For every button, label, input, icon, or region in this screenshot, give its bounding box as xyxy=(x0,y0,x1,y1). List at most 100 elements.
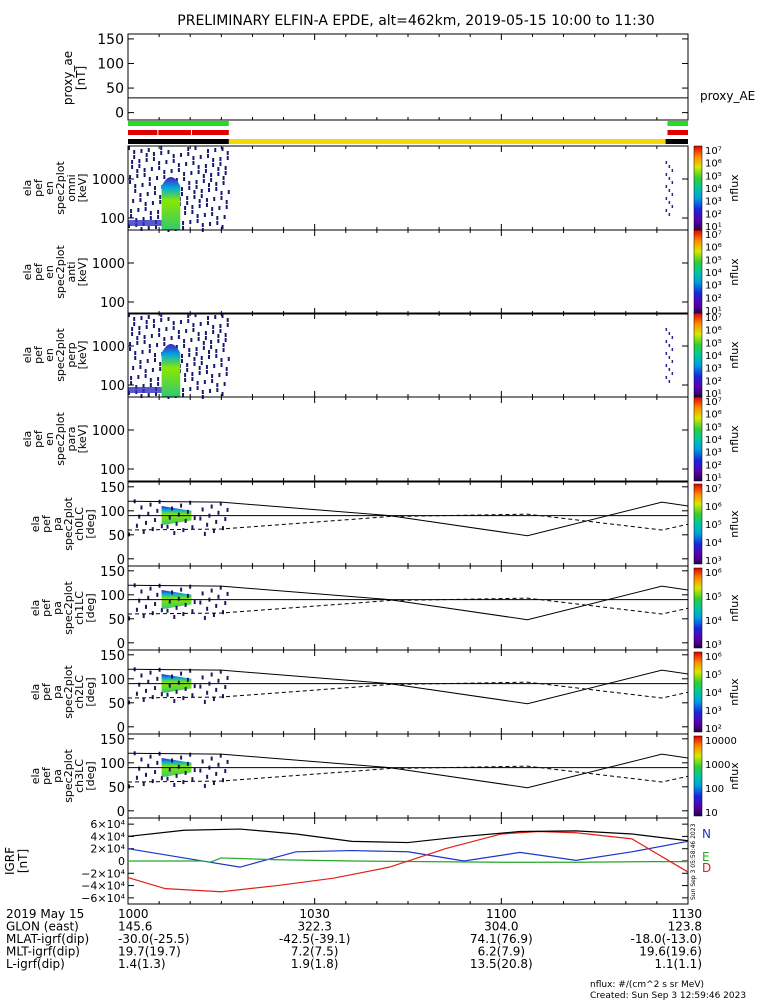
time-axis-row-value: 13.5(20.8) xyxy=(470,957,533,971)
proxy-ae-ylabel-line2: [nT] xyxy=(74,66,88,90)
spectrum-pixel xyxy=(208,188,211,192)
spectrum-pixel xyxy=(172,326,175,330)
spectrum-pixel xyxy=(184,211,187,215)
pitch-pixel xyxy=(149,670,152,675)
pitch-pixel xyxy=(144,520,147,525)
black-status-bar xyxy=(128,139,229,144)
pitch-pixel xyxy=(142,614,145,618)
spectrum-ylabel-line: ela xyxy=(21,180,34,197)
spectrum-pixel xyxy=(140,316,143,320)
time-axis-row-name: MLAT-igrf(dip) xyxy=(6,932,89,946)
time-axis-row-name: GLON (east) xyxy=(6,920,79,934)
spectrum-pixel xyxy=(668,380,671,383)
proxy-ae-legend: proxy_AE xyxy=(700,89,755,103)
spectrum-pixel xyxy=(189,387,192,391)
pitch-pixel xyxy=(149,586,152,591)
pitch-pixel xyxy=(140,757,143,762)
pitch-pixel xyxy=(199,768,202,773)
spectrum-pixel xyxy=(215,182,218,186)
spectrum-frame xyxy=(127,145,689,231)
pitch-ylabel-line: ela xyxy=(29,684,42,701)
pitch-pixel xyxy=(142,782,145,786)
spectrum-pixel xyxy=(188,348,191,352)
spectrum-pixel xyxy=(186,201,189,205)
spectrum-pixel xyxy=(184,206,187,210)
spectrum-pixel xyxy=(665,209,668,212)
spectrum-pixel xyxy=(153,358,156,362)
spectrum-colorbar-label: 10⁶ xyxy=(705,326,722,337)
pitch-pixel xyxy=(215,603,218,608)
pitch-pixel xyxy=(151,695,154,700)
spectrum-pixel xyxy=(202,179,205,183)
spectrum-ylabel-line: pef xyxy=(32,178,45,197)
pitch-pixel xyxy=(177,680,180,685)
pitch-pixel xyxy=(180,755,183,760)
spectrum-ylabel-line: spec2plot xyxy=(54,161,67,215)
pitch-pixel xyxy=(206,606,209,611)
spectrum-pixel xyxy=(211,374,214,378)
pitch-pixel xyxy=(215,519,218,524)
spectrum-pixel xyxy=(668,356,671,359)
plot-title: PRELIMINARY ELFIN-A EPDE, alt=462km, 201… xyxy=(177,13,654,29)
pitch-pixel xyxy=(219,669,222,674)
pitch-ylabel-line: [deg] xyxy=(84,593,97,622)
pitch-pixel xyxy=(184,602,187,607)
y-tick-label: 50 xyxy=(108,781,125,796)
pitch-pixel xyxy=(180,671,183,676)
time-axis-row-value: 1.1(1.1) xyxy=(654,957,702,971)
pitch-frame xyxy=(127,565,689,651)
pitch-pixel xyxy=(142,698,145,702)
spectrum-pixel xyxy=(153,191,156,195)
pitch-pixel xyxy=(180,503,183,508)
spectrum-pixel xyxy=(144,202,147,206)
spectrum-pixel xyxy=(172,321,175,325)
pitch-pixel xyxy=(210,504,213,509)
spectrum-pixel xyxy=(147,148,150,152)
spectrum-pixel xyxy=(224,171,227,175)
spectrum-pixel xyxy=(225,200,228,204)
spectrum-pixel xyxy=(157,382,160,386)
spectrum-pixel xyxy=(133,150,136,154)
loss-cone-line xyxy=(127,668,689,705)
y-tick-label: 6×10⁴ xyxy=(90,818,125,831)
spectrum-ylabel-line: ela xyxy=(21,431,34,448)
spectrum-pixel xyxy=(170,336,173,340)
pitch-pixel xyxy=(147,763,150,768)
spectrum-pixel xyxy=(177,330,180,334)
spectrum-pixel xyxy=(199,322,202,326)
pitch-colorbar-label: 10³ xyxy=(705,556,722,567)
spectrum-pixel xyxy=(187,147,190,151)
spectrum-pixel xyxy=(180,359,183,363)
spectrum-pixel xyxy=(191,372,194,376)
pitch-frame xyxy=(127,649,689,735)
spectrum-pixel xyxy=(152,324,155,328)
igrf-legend-n: N xyxy=(702,827,711,841)
spectrum-pixel xyxy=(668,332,671,335)
spectrum-pixel xyxy=(206,154,209,158)
pitch-colorbar xyxy=(693,651,703,733)
spectrum-pixel xyxy=(205,198,208,202)
spectrum-colorbar-label: 10² xyxy=(705,460,722,471)
spectrum-pixel xyxy=(159,362,162,366)
spectrum-pixel xyxy=(665,352,668,355)
pitch-pixel xyxy=(193,684,196,689)
spectrum-pixel xyxy=(204,336,207,340)
spectrum-colorbar-label: 10⁵ xyxy=(705,171,722,182)
pitch-pixel xyxy=(186,593,189,598)
pitch-pixel xyxy=(149,502,152,507)
pitch-pixel xyxy=(182,780,185,785)
spectrum-pixel xyxy=(213,197,216,201)
spectrum-ylabel-line: omni xyxy=(65,174,78,201)
spectrum-pixel xyxy=(212,163,215,167)
pitch-pixel xyxy=(212,781,215,786)
igrf-series-e xyxy=(128,857,688,863)
spectrum-pixel xyxy=(190,171,193,175)
spectrum-pixel xyxy=(665,340,668,343)
pitch-pixel xyxy=(177,512,180,517)
pitch-pixel xyxy=(226,591,229,596)
pitch-pixel xyxy=(217,510,220,515)
y-tick-label: −2×10⁴ xyxy=(81,867,125,880)
spectrum-pixel xyxy=(139,198,142,202)
loss-cone-line xyxy=(127,584,689,621)
spectrum-pixel xyxy=(172,154,175,158)
